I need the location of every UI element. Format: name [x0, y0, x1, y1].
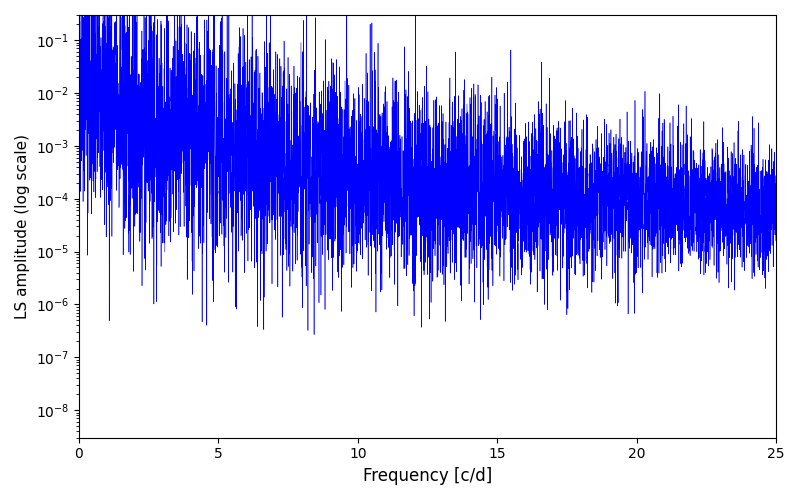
- Y-axis label: LS amplitude (log scale): LS amplitude (log scale): [15, 134, 30, 319]
- X-axis label: Frequency [c/d]: Frequency [c/d]: [363, 467, 492, 485]
